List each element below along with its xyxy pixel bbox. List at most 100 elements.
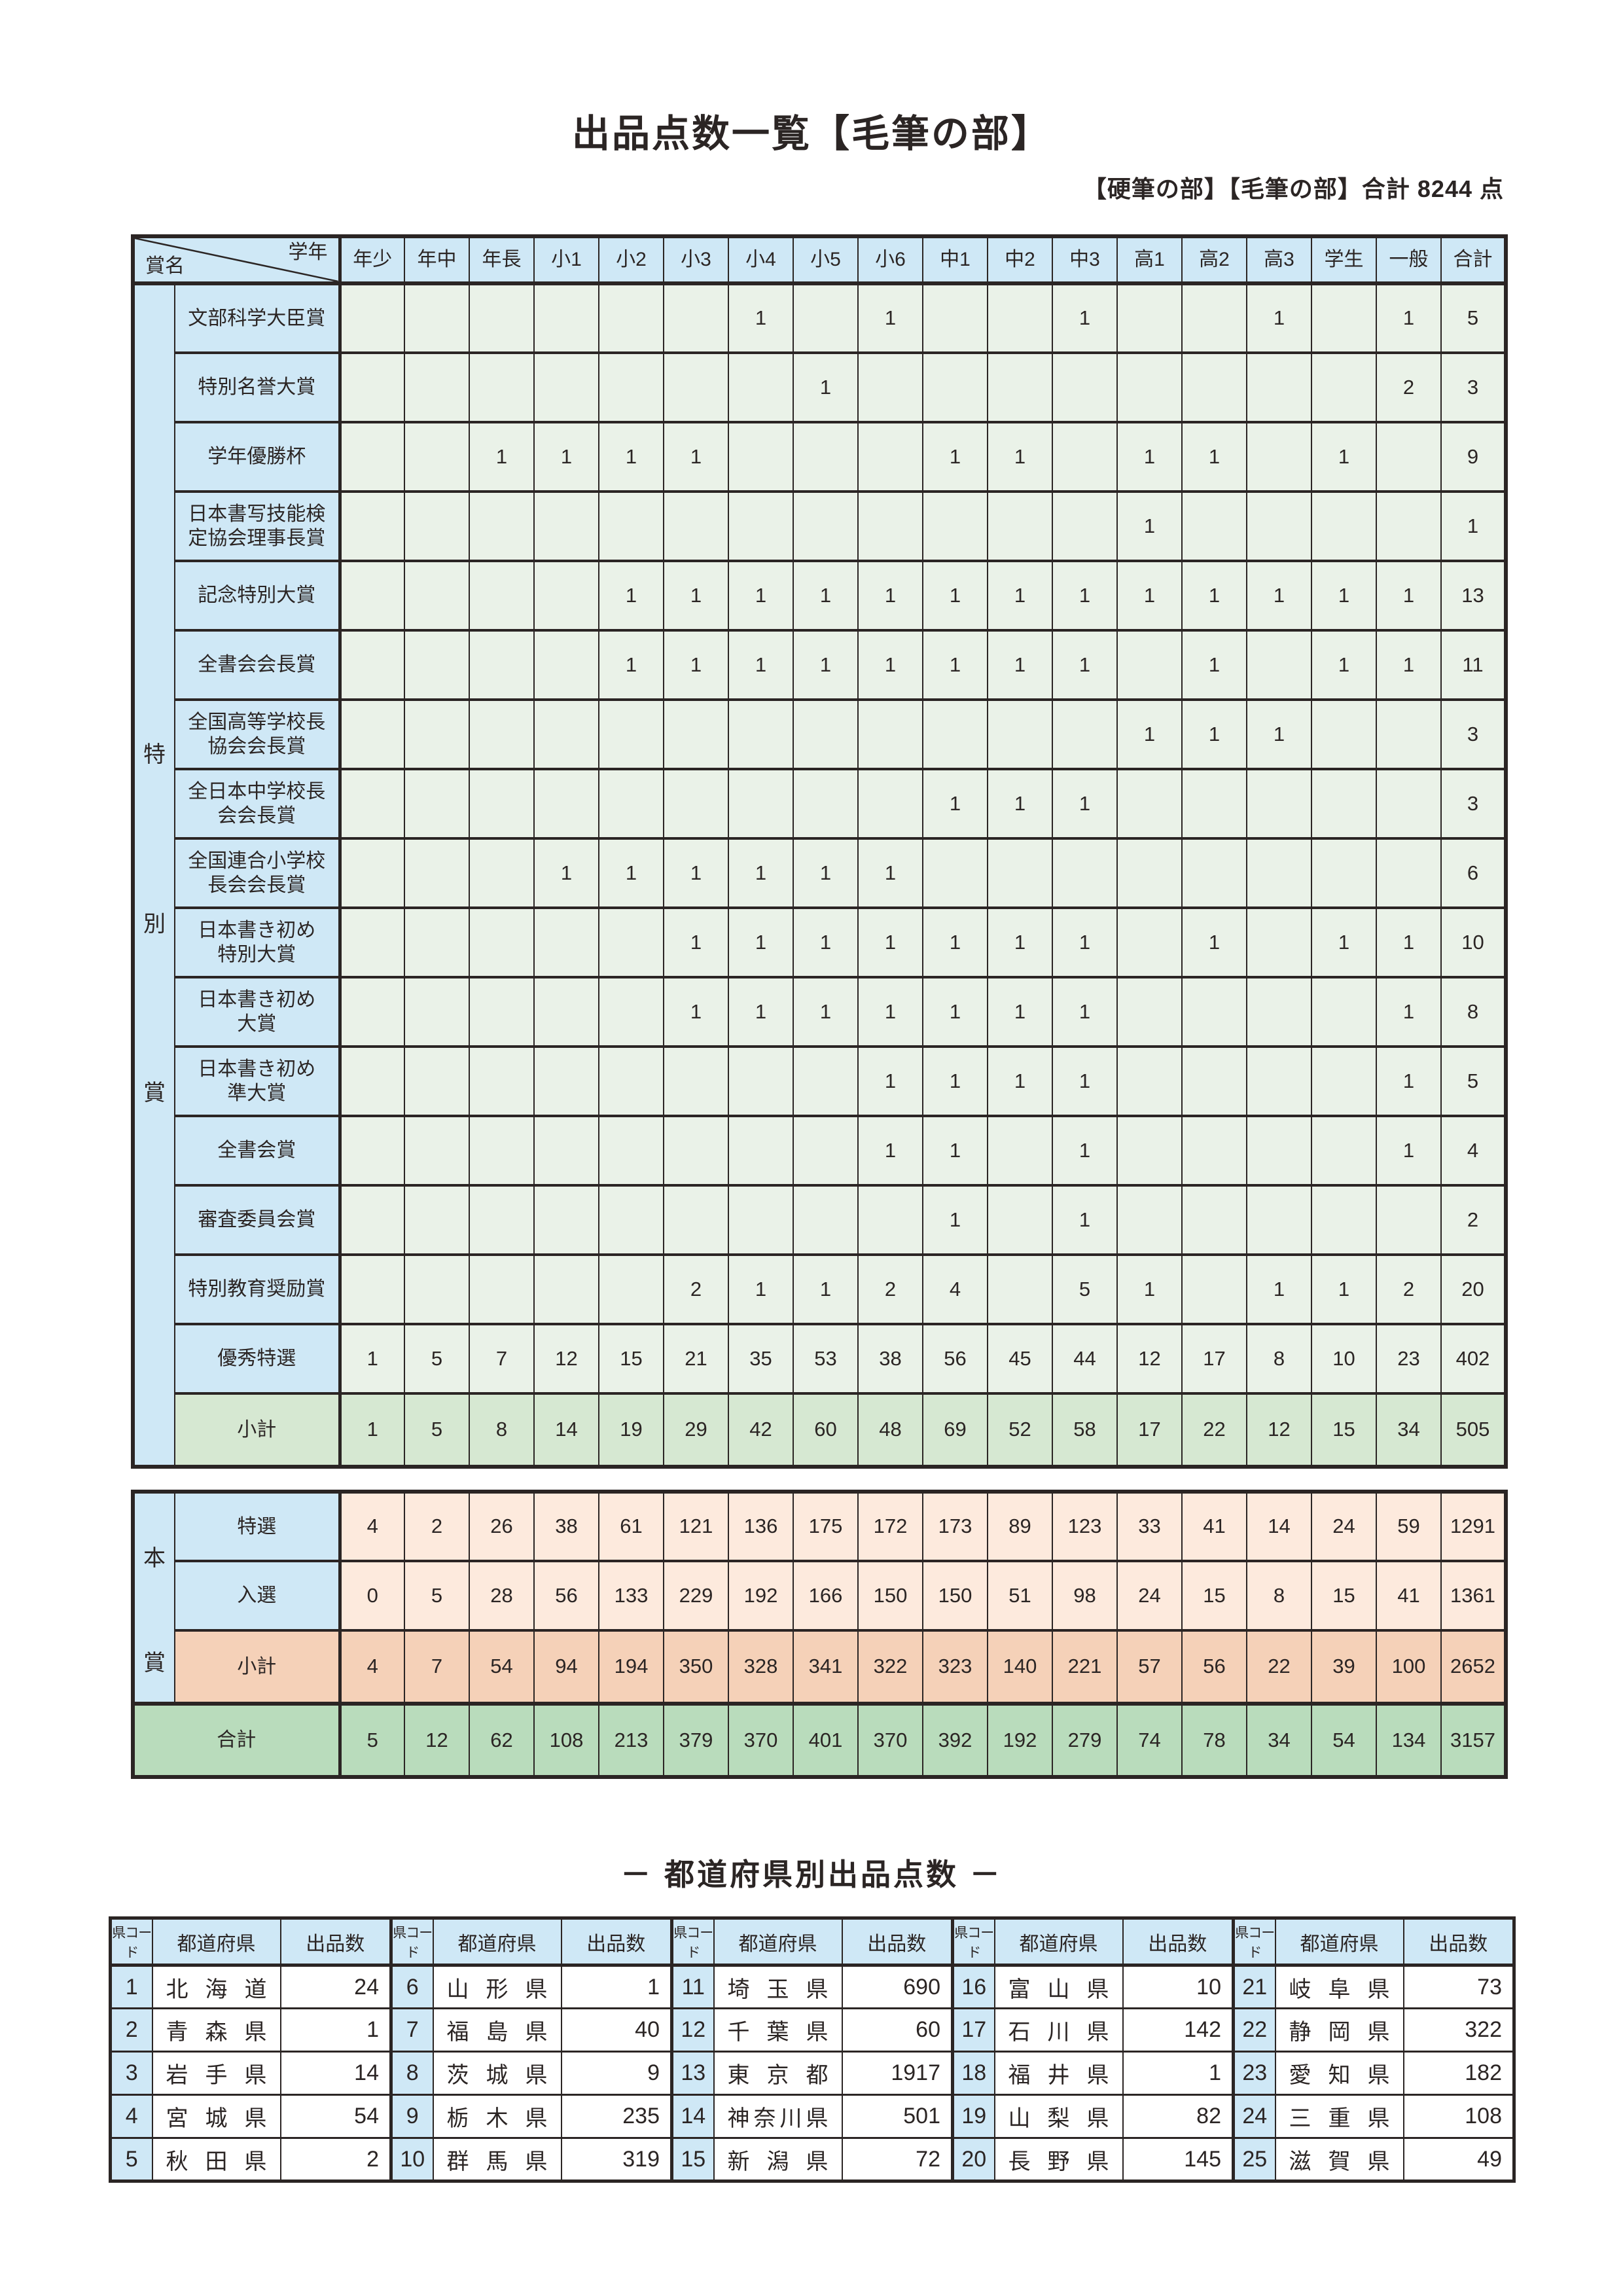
award-count-cell: 1 (1246, 1253, 1312, 1325)
award-count-cell (1116, 768, 1183, 840)
award-count-cell (1181, 1045, 1247, 1117)
subtotal-count-cell: 57 (1116, 1629, 1183, 1705)
pref-name-text: 福井県 (1008, 2057, 1109, 2089)
pref-name-char: 石 (1008, 2020, 1031, 2045)
award-count-cell (533, 768, 599, 840)
pref-count-header: 出品数 (1122, 1917, 1234, 1967)
award-count-cell (533, 698, 599, 770)
pref-name-char: 三 (1289, 2106, 1311, 2131)
grand-total-count-cell: 370 (857, 1702, 923, 1778)
pref-name-char: 宮 (166, 2106, 188, 2131)
award-count-cell (1116, 837, 1183, 909)
award-count-cell (533, 1045, 599, 1117)
award-count-cell (1052, 698, 1118, 770)
pref-name-char: 静 (1289, 2020, 1311, 2045)
pref-name-text: 滋賀県 (1289, 2144, 1390, 2176)
award-count-cell (728, 1115, 794, 1187)
prefecture-section-title: － 都道府県別出品点数 － (620, 1857, 1003, 1892)
prize-count-cell: 229 (663, 1560, 729, 1632)
grand-total-count-cell: 370 (728, 1702, 794, 1778)
subtotal-count-cell: 42 (728, 1392, 794, 1468)
award-name-cell: 全国高等学校長 協会会長賞 (174, 698, 342, 770)
award-count-cell (469, 282, 535, 354)
pref-name-char: 千 (727, 2020, 750, 2045)
award-name-cell: 特別教育奨励賞 (174, 1253, 342, 1325)
pref-name-char: 海 (205, 1977, 228, 2002)
prize-count-cell: 41 (1181, 1490, 1247, 1562)
pref-code-cell: 18 (951, 2051, 995, 2096)
pref-name-header: 都道府県 (1274, 1917, 1404, 1967)
award-count-cell: 1 (1376, 560, 1442, 632)
pref-name-cell: 新潟県 (713, 2137, 843, 2182)
award-count-cell (922, 837, 988, 909)
award-count-cell (793, 421, 859, 493)
award-count-cell: 1 (663, 906, 729, 978)
award-count-cell (469, 768, 535, 840)
award-count-cell (857, 351, 923, 423)
award-count-cell (598, 768, 664, 840)
pref-code-cell: 19 (951, 2094, 995, 2139)
award-count-cell (1052, 490, 1118, 562)
subtotal-count-cell: 140 (987, 1629, 1053, 1705)
prize-count-cell: 89 (987, 1490, 1053, 1562)
award-count-cell (533, 629, 599, 701)
pref-count-cell: 182 (1402, 2051, 1515, 2096)
award-count-cell (404, 351, 470, 423)
pref-code-cell: 15 (670, 2137, 715, 2182)
pref-name-char: 茨 (446, 2063, 469, 2088)
award-count-cell (1116, 1115, 1183, 1187)
award-count-cell: 1 (1052, 560, 1118, 632)
pref-name-text: 新潟県 (728, 2144, 829, 2176)
award-count-cell (987, 282, 1053, 354)
pref-name-text: 神奈川県 (728, 2100, 829, 2132)
award-count-cell (857, 768, 923, 840)
award-count-cell: 9 (1440, 421, 1507, 493)
award-count-cell: 1 (987, 976, 1053, 1048)
prize-count-cell: 59 (1376, 1490, 1442, 1562)
pref-name-cell: 三重県 (1274, 2094, 1404, 2139)
pref-name-char: 川 (1047, 2020, 1070, 2045)
pref-name-char: 東 (727, 2063, 750, 2088)
pref-name-cell: 岐阜県 (1274, 1964, 1404, 2009)
award-count-cell (339, 1045, 405, 1117)
award-count-cell (987, 490, 1053, 562)
pref-name-char: 馬 (486, 2149, 508, 2174)
award-name-cell: 全書会賞 (174, 1115, 342, 1187)
subtotal-count-cell: 5 (404, 1392, 470, 1468)
award-count-cell: 2 (663, 1253, 729, 1325)
award-count-cell (339, 906, 405, 978)
prize-count-cell: 15 (1311, 1560, 1377, 1632)
award-count-cell (339, 768, 405, 840)
grand-total-count-cell: 392 (922, 1702, 988, 1778)
pref-name-text: 北海道 (166, 1971, 267, 2003)
pref-name-text: 静岡県 (1289, 2014, 1390, 2046)
pref-count-cell: 2 (279, 2137, 392, 2182)
award-count-cell: 1 (857, 629, 923, 701)
award-count-cell: 3 (1440, 698, 1507, 770)
pref-name-char: 木 (486, 2106, 508, 2131)
award-count-cell: 1 (663, 976, 729, 1048)
award-name-cell: 日本書写技能検 定協会理事長賞 (174, 490, 342, 562)
grade-column-header: 小3 (663, 235, 729, 285)
award-count-cell (404, 282, 470, 354)
pref-name-char: 県 (806, 2149, 829, 2174)
pref-count-header: 出品数 (560, 1917, 673, 1967)
award-name-cell: 学年優勝杯 (174, 421, 342, 493)
award-count-cell (1181, 1115, 1247, 1187)
award-count-cell: 1 (1052, 1045, 1118, 1117)
prize-count-cell: 5 (404, 1560, 470, 1632)
pref-name-char: 山 (446, 1977, 469, 2002)
pref-name-char: 島 (486, 2020, 508, 2045)
grand-total-count-cell: 12 (404, 1702, 470, 1778)
pref-name-char: 愛 (1289, 2063, 1311, 2088)
award-count-cell (1246, 837, 1312, 909)
pref-count-cell: 72 (841, 2137, 954, 2182)
award-count-cell (1311, 1184, 1377, 1256)
pref-code-cell: 14 (670, 2094, 715, 2139)
pref-code-cell: 25 (1232, 2137, 1276, 2182)
award-count-cell (598, 1045, 664, 1117)
pref-code-header: 県コード (670, 1917, 715, 1967)
award-count-cell: 1 (857, 976, 923, 1048)
pref-name-char: 京 (766, 2063, 789, 2088)
pref-name-char: 梨 (1047, 2106, 1070, 2131)
